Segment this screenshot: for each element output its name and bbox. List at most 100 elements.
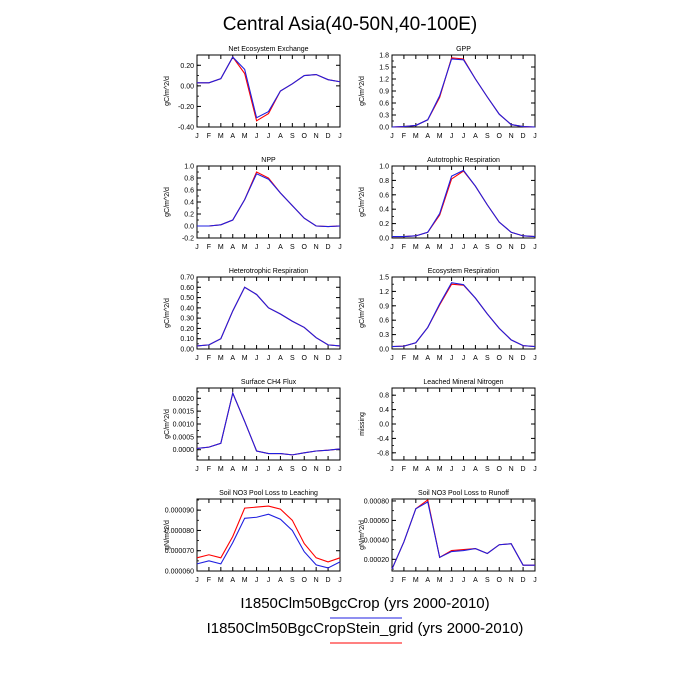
x-tick-label: A xyxy=(425,355,430,362)
y-axis-label: gC/m^2/d xyxy=(359,298,366,328)
y-tick-label: 0.40 xyxy=(180,305,194,312)
y-tick-label: 0.6 xyxy=(379,101,389,108)
y-tick-label: 0.6 xyxy=(379,192,389,199)
x-tick-label: O xyxy=(302,355,308,362)
x-tick-label: A xyxy=(425,466,430,473)
y-tick-label: 0.0010 xyxy=(173,422,195,429)
x-tick-label: M xyxy=(437,244,443,251)
x-tick-label: D xyxy=(326,577,331,584)
y-axis-label: gC/m^2/d xyxy=(164,187,171,217)
x-tick-label: M xyxy=(218,577,224,584)
x-tick-label: J xyxy=(267,133,271,140)
x-tick-label: A xyxy=(278,466,283,473)
x-tick-label: J xyxy=(450,466,454,473)
y-tick-label: -0.8 xyxy=(377,450,389,457)
x-tick-label: J xyxy=(338,355,342,362)
x-tick-label: M xyxy=(437,466,443,473)
x-tick-label: J xyxy=(450,133,454,140)
y-tick-label: 1.2 xyxy=(379,77,389,84)
x-tick-label: M xyxy=(218,133,224,140)
x-tick-label: F xyxy=(207,244,211,251)
x-tick-label: S xyxy=(290,244,295,251)
x-tick-label: S xyxy=(485,133,490,140)
legend-label-2: I1850Clm50BgcCropStein_grid (yrs 2000-20… xyxy=(207,620,524,637)
x-tick-label: D xyxy=(326,244,331,251)
y-axis-label: gN/m^2/d xyxy=(359,520,366,550)
x-tick-label: N xyxy=(314,244,319,251)
plot-frame xyxy=(391,165,536,239)
y-tick-label: 0.8 xyxy=(379,393,389,400)
x-tick-label: M xyxy=(218,466,224,473)
x-tick-label: D xyxy=(326,466,331,473)
y-tick-label: 0.4 xyxy=(184,200,194,207)
x-tick-label: J xyxy=(255,355,259,362)
x-tick-label: A xyxy=(230,355,235,362)
plot-frame xyxy=(391,54,536,128)
y-tick-label: -0.20 xyxy=(178,104,194,111)
y-tick-label: 0.00 xyxy=(180,83,194,90)
panel-title: Heterotrophic Respiration xyxy=(229,268,308,275)
y-tick-label: 0.9 xyxy=(379,89,389,96)
x-tick-label: N xyxy=(314,133,319,140)
x-tick-label: J xyxy=(255,133,259,140)
y-tick-label: 0.8 xyxy=(379,178,389,185)
x-tick-label: J xyxy=(533,466,537,473)
y-tick-label: 0.20 xyxy=(180,326,194,333)
x-tick-label: M xyxy=(218,244,224,251)
plot-frame xyxy=(196,387,341,461)
x-tick-label: J xyxy=(338,466,342,473)
y-tick-label: 0.50 xyxy=(180,295,194,302)
x-tick-label: F xyxy=(207,133,211,140)
x-tick-label: J xyxy=(255,466,259,473)
x-tick-label: O xyxy=(497,466,503,473)
x-tick-label: A xyxy=(230,133,235,140)
chart-panel: Net Ecosystem Exchange gC/m^2/d 0.20 0.00 -0… xyxy=(164,46,342,140)
y-axis-label: gC/m^2/d xyxy=(359,187,366,217)
y-tick-label: 0.00 xyxy=(180,347,194,354)
x-tick-label: F xyxy=(402,355,406,362)
x-tick-label: A xyxy=(425,133,430,140)
x-tick-label: J xyxy=(338,133,342,140)
x-tick-label: O xyxy=(497,244,503,251)
series-line-b xyxy=(391,283,536,348)
series-line-a xyxy=(391,58,536,128)
x-tick-label: M xyxy=(242,244,248,251)
x-tick-label: S xyxy=(290,133,295,140)
y-tick-label: 0.000090 xyxy=(165,508,194,515)
x-tick-label: J xyxy=(450,355,454,362)
x-tick-label: J xyxy=(267,577,271,584)
y-tick-label: 0.3 xyxy=(379,332,389,339)
y-tick-label: 1.0 xyxy=(379,164,389,171)
y-tick-label: 1.8 xyxy=(379,53,389,60)
y-tick-label: 0.0005 xyxy=(173,434,195,441)
figure-title: Central Asia(40-50N,40-100E) xyxy=(223,14,478,35)
y-tick-label: 0.0000 xyxy=(173,447,195,454)
y-tick-label: 0.0015 xyxy=(173,409,195,416)
panel-title: NPP xyxy=(261,157,276,164)
y-tick-label: -0.2 xyxy=(182,236,194,243)
x-tick-label: J xyxy=(533,577,537,584)
x-tick-label: M xyxy=(437,355,443,362)
x-tick-label: O xyxy=(497,577,503,584)
panels: Net Ecosystem Exchange gC/m^2/d 0.20 0.00 -0… xyxy=(164,46,537,584)
x-tick-label: A xyxy=(473,466,478,473)
x-tick-label: N xyxy=(509,466,514,473)
x-tick-label: N xyxy=(314,355,319,362)
x-tick-label: F xyxy=(402,466,406,473)
x-tick-label: M xyxy=(242,355,248,362)
x-tick-label: N xyxy=(314,466,319,473)
x-tick-label: J xyxy=(338,577,342,584)
series-line-b xyxy=(197,171,341,228)
y-tick-label: 0.20 xyxy=(180,63,194,70)
series-line-a xyxy=(196,286,341,347)
x-tick-label: J xyxy=(450,577,454,584)
panel-title: Ecosystem Respiration xyxy=(428,268,500,275)
x-tick-label: M xyxy=(242,577,248,584)
x-tick-label: S xyxy=(485,466,490,473)
x-tick-label: D xyxy=(521,577,526,584)
x-tick-label: F xyxy=(207,466,211,473)
x-tick-label: D xyxy=(521,355,526,362)
x-tick-label: F xyxy=(207,355,211,362)
x-tick-label: N xyxy=(509,133,514,140)
